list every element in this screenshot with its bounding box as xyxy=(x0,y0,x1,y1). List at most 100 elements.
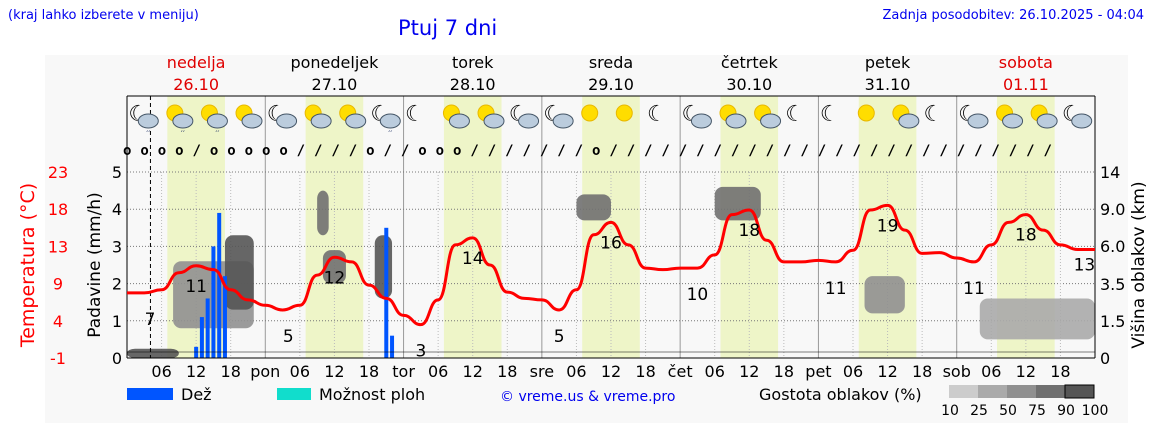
day-date: 28.10 xyxy=(450,75,496,94)
x-tick: 12 xyxy=(739,362,759,381)
x-tick: 12 xyxy=(186,362,206,381)
precip-tick: 0 xyxy=(112,349,122,368)
cloud-icon xyxy=(967,113,989,129)
x-tick: tor xyxy=(392,362,415,381)
x-tick: 06 xyxy=(566,362,586,381)
temp-label: 18 xyxy=(1015,226,1037,246)
x-tick: 12 xyxy=(463,362,483,381)
x-tick: 18 xyxy=(912,362,932,381)
density-tick: 100 xyxy=(1082,403,1109,419)
day-date: 27.10 xyxy=(312,75,358,94)
x-tick: 18 xyxy=(1050,362,1070,381)
x-tick: 18 xyxy=(774,362,794,381)
rain-bar xyxy=(199,317,204,358)
density-tick: 90 xyxy=(1057,403,1075,419)
cloud-icon xyxy=(725,113,747,129)
temp-axis-label: Temperatura (°C) xyxy=(17,183,39,348)
temp-label: 7 xyxy=(145,310,156,330)
x-tick: 06 xyxy=(290,362,310,381)
density-legend-label: Gostota oblakov (%) xyxy=(759,385,922,404)
cloud-icon xyxy=(137,113,159,129)
cloud-icon xyxy=(1002,113,1024,129)
density-swatch xyxy=(1064,384,1095,399)
cloud-icon xyxy=(1071,113,1093,129)
cloud-icon xyxy=(206,113,228,129)
cloud-icon xyxy=(1036,113,1058,129)
precip-tick: 1 xyxy=(112,312,122,331)
temp-tick: 23 xyxy=(48,163,68,182)
moon-icon: ☾ xyxy=(924,102,944,127)
x-tick: 12 xyxy=(877,362,897,381)
rain-bar xyxy=(194,346,199,358)
precip-tick: 2 xyxy=(112,275,122,294)
density-tick: 50 xyxy=(999,403,1017,419)
x-tick: 06 xyxy=(981,362,1001,381)
density-swatch xyxy=(1007,385,1036,398)
x-tick: 12 xyxy=(1016,362,1036,381)
moon-icon: ☾ xyxy=(405,102,425,127)
density-tick: 75 xyxy=(1028,403,1046,419)
day-name: ponedeljek xyxy=(290,53,379,72)
temp-label: 16 xyxy=(600,233,622,253)
x-tick: pet xyxy=(805,362,831,381)
density-tick: 25 xyxy=(970,403,988,419)
cloud-icon xyxy=(760,113,782,129)
x-tick: 18 xyxy=(221,362,241,381)
temp-label: 18 xyxy=(738,221,760,241)
cloud-height-tick: 1.5 xyxy=(1100,312,1125,331)
rain-legend-swatch xyxy=(127,388,173,400)
rain-drops-icon: ′′ xyxy=(215,130,219,140)
cloud-icon xyxy=(345,113,367,129)
cloud-blob xyxy=(317,190,329,236)
day-name: torek xyxy=(452,53,494,72)
page-title: Ptuj 7 dni xyxy=(398,16,498,40)
left-axis-panel xyxy=(45,55,80,423)
cloud-height-tick: 3.5 xyxy=(1100,275,1125,294)
rain-bar xyxy=(205,298,210,358)
x-tick: 18 xyxy=(635,362,655,381)
cloud-height-tick: 14 xyxy=(1100,163,1120,182)
temperature-line xyxy=(127,203,1095,327)
rain-legend-label: Dež xyxy=(181,385,212,404)
cloud-icon xyxy=(690,113,712,129)
x-tick: 06 xyxy=(843,362,863,381)
precip-axis-label: Padavine (mm/h) xyxy=(85,192,105,337)
density-swatch xyxy=(978,385,1007,398)
temp-label: 3 xyxy=(415,342,426,362)
credit-link: © vreme.us & vreme.pro xyxy=(500,389,675,405)
cloud-icon xyxy=(483,113,505,129)
last-update: Zadnja posodobitev: 26.10.2025 - 04:04 xyxy=(882,8,1144,23)
temp-tick: 4 xyxy=(53,312,63,331)
temp-label: 11 xyxy=(185,277,207,297)
day-date: 26.10 xyxy=(173,75,219,94)
x-tick: 06 xyxy=(705,362,725,381)
day-name: nedelja xyxy=(167,53,226,72)
rain-drops-icon: ′′ xyxy=(181,130,185,140)
temp-tick: 18 xyxy=(48,200,68,219)
wind-symbols-row: oooo/ooooo////o//ooo///////o////////////… xyxy=(123,143,1061,159)
temp-label: 5 xyxy=(554,327,565,347)
rain-bar xyxy=(217,212,222,358)
density-tick: 10 xyxy=(941,403,959,419)
showers-legend-label: Možnost ploh xyxy=(319,385,425,404)
density-swatch xyxy=(949,385,978,398)
day-name: sreda xyxy=(589,53,633,72)
rain-drops-icon: ′′ xyxy=(388,130,392,140)
temp-label: 11 xyxy=(825,279,847,299)
rain-drops-icon: ′′ xyxy=(146,130,150,140)
rain-bar xyxy=(384,227,389,358)
cloud-icon xyxy=(898,113,920,129)
cloud-icon xyxy=(241,113,263,129)
cloud-height-tick: 9.0 xyxy=(1100,200,1125,219)
x-tick: 12 xyxy=(601,362,621,381)
day-date: 31.10 xyxy=(865,75,911,94)
moon-icon: ☾ xyxy=(647,102,667,127)
temp-label: 12 xyxy=(324,268,346,288)
cloud-icon xyxy=(276,113,298,129)
cloud-icon xyxy=(379,113,401,129)
cloud-blob xyxy=(714,186,761,221)
temp-label: 10 xyxy=(687,285,709,305)
temp-label: 14 xyxy=(462,249,484,269)
